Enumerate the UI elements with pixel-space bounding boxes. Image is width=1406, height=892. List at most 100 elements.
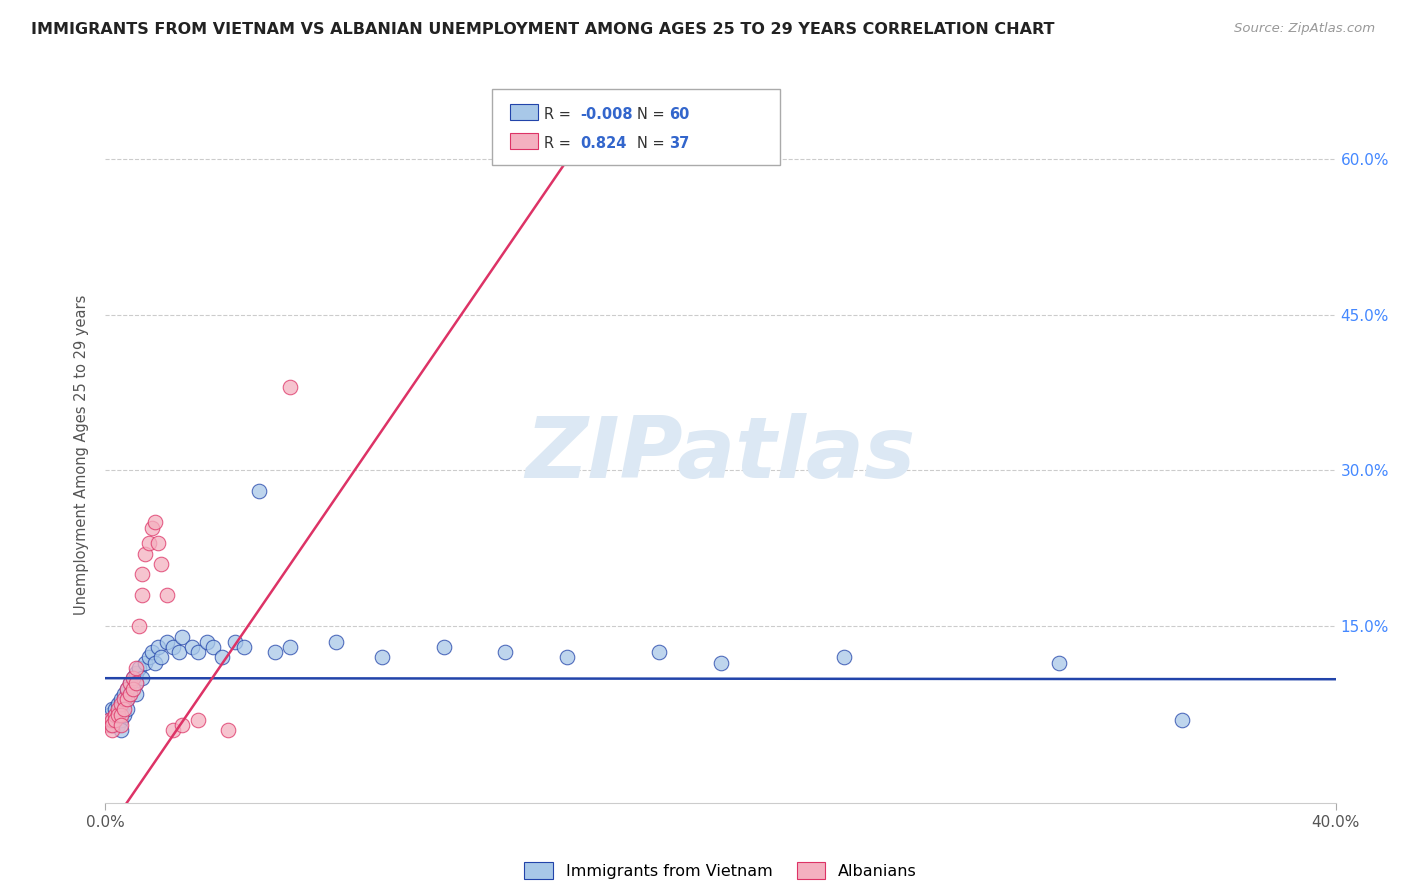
Point: [97, 718, 120, 732]
Point: [832, 650, 855, 665]
Point: [141, 645, 163, 659]
Point: [169, 645, 191, 659]
Point: [138, 650, 160, 665]
Point: [104, 707, 127, 722]
Point: [325, 635, 347, 649]
Point: [112, 702, 135, 716]
Point: [115, 681, 138, 696]
Point: [162, 723, 184, 738]
Point: [278, 380, 301, 394]
Point: [120, 676, 141, 690]
Point: [107, 702, 129, 716]
Point: [107, 718, 129, 732]
Point: [115, 702, 138, 716]
Point: [131, 588, 153, 602]
Point: [112, 687, 135, 701]
Point: [104, 713, 127, 727]
Point: [128, 619, 150, 633]
Point: [143, 516, 166, 530]
Point: [134, 547, 156, 561]
Point: [110, 707, 132, 722]
Point: [555, 650, 578, 665]
Text: IMMIGRANTS FROM VIETNAM VS ALBANIAN UNEMPLOYMENT AMONG AGES 25 TO 29 YEARS CORRE: IMMIGRANTS FROM VIETNAM VS ALBANIAN UNEM…: [31, 22, 1054, 37]
Point: [149, 557, 172, 571]
Point: [110, 697, 132, 711]
Point: [100, 723, 122, 738]
Point: [195, 635, 218, 649]
Point: [138, 536, 160, 550]
Point: [232, 640, 254, 654]
Point: [172, 718, 194, 732]
Point: [104, 707, 127, 722]
Point: [125, 676, 148, 690]
Legend: Immigrants from Vietnam, Albanians: Immigrants from Vietnam, Albanians: [517, 856, 924, 885]
Point: [162, 640, 184, 654]
Text: ZIPatlas: ZIPatlas: [526, 413, 915, 497]
Point: [143, 656, 166, 670]
Point: [115, 692, 138, 706]
Point: [100, 713, 122, 727]
Text: 0.824: 0.824: [581, 136, 627, 152]
Point: [112, 692, 135, 706]
Y-axis label: Unemployment Among Ages 25 to 29 years: Unemployment Among Ages 25 to 29 years: [75, 294, 90, 615]
Point: [224, 635, 246, 649]
Point: [97, 713, 120, 727]
Point: [122, 681, 145, 696]
Point: [218, 723, 240, 738]
Point: [149, 650, 172, 665]
Point: [110, 692, 132, 706]
Point: [104, 702, 127, 716]
Point: [107, 707, 129, 722]
Point: [104, 713, 127, 727]
Point: [107, 707, 129, 722]
Point: [263, 645, 285, 659]
Point: [131, 671, 153, 685]
Point: [122, 671, 145, 685]
Point: [433, 640, 456, 654]
Point: [710, 656, 733, 670]
Point: [120, 676, 141, 690]
Text: 60: 60: [669, 107, 689, 122]
Point: [100, 718, 122, 732]
Point: [110, 718, 132, 732]
Point: [125, 687, 148, 701]
Text: 37: 37: [669, 136, 689, 152]
Text: Source: ZipAtlas.com: Source: ZipAtlas.com: [1234, 22, 1375, 36]
Point: [648, 645, 671, 659]
Point: [146, 536, 169, 550]
Point: [131, 567, 153, 582]
Point: [187, 645, 209, 659]
Point: [100, 702, 122, 716]
Point: [97, 707, 120, 722]
Point: [110, 702, 132, 716]
Point: [278, 640, 301, 654]
Point: [125, 661, 148, 675]
Point: [112, 697, 135, 711]
Point: [107, 697, 129, 711]
Point: [202, 640, 225, 654]
Point: [187, 713, 209, 727]
Point: [371, 650, 394, 665]
Point: [100, 718, 122, 732]
Point: [125, 676, 148, 690]
Text: R =: R =: [544, 136, 575, 152]
Point: [120, 687, 141, 701]
Point: [172, 630, 194, 644]
Point: [156, 635, 179, 649]
Point: [156, 588, 179, 602]
Point: [120, 687, 141, 701]
Point: [141, 520, 163, 534]
Point: [110, 723, 132, 738]
Point: [110, 713, 132, 727]
Point: [115, 692, 138, 706]
Point: [494, 645, 516, 659]
Point: [112, 707, 135, 722]
Text: -0.008: -0.008: [581, 107, 633, 122]
Point: [115, 681, 138, 696]
Text: N =: N =: [637, 136, 669, 152]
Text: R =: R =: [544, 107, 575, 122]
Point: [122, 671, 145, 685]
Point: [1171, 713, 1194, 727]
Point: [128, 661, 150, 675]
Point: [146, 640, 169, 654]
